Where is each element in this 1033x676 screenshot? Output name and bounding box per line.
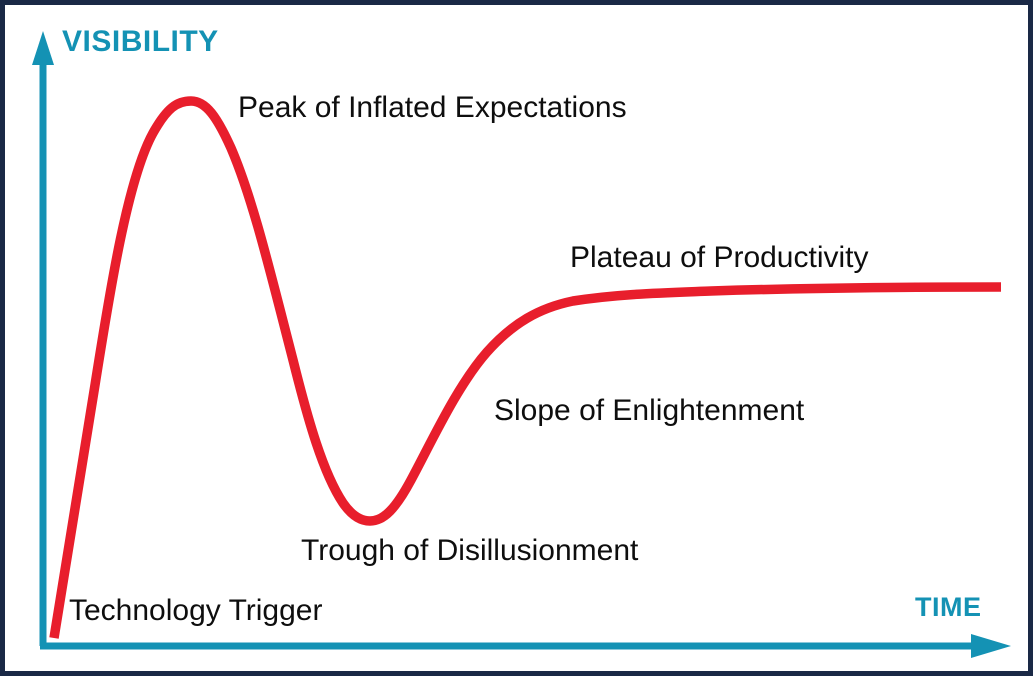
phase-label-plateau-of-productivity: Plateau of Productivity <box>570 241 869 274</box>
hype-cycle-plot <box>32 31 1011 658</box>
phase-label-trough-of-disillusionment: Trough of Disillusionment <box>301 534 639 567</box>
phase-label-slope-of-enlightenment: Slope of Enlightenment <box>494 394 805 427</box>
x-axis-title: TIME <box>915 592 982 622</box>
y-axis-title: VISIBILITY <box>62 25 219 58</box>
x-axis-arrowhead-icon <box>971 634 1011 658</box>
y-axis-arrowhead-icon <box>32 31 54 65</box>
phase-label-peak-of-inflated-expectations: Peak of Inflated Expectations <box>238 91 627 124</box>
hype-cycle-curve <box>49 96 1002 639</box>
phase-label-technology-trigger: Technology Trigger <box>69 594 323 627</box>
